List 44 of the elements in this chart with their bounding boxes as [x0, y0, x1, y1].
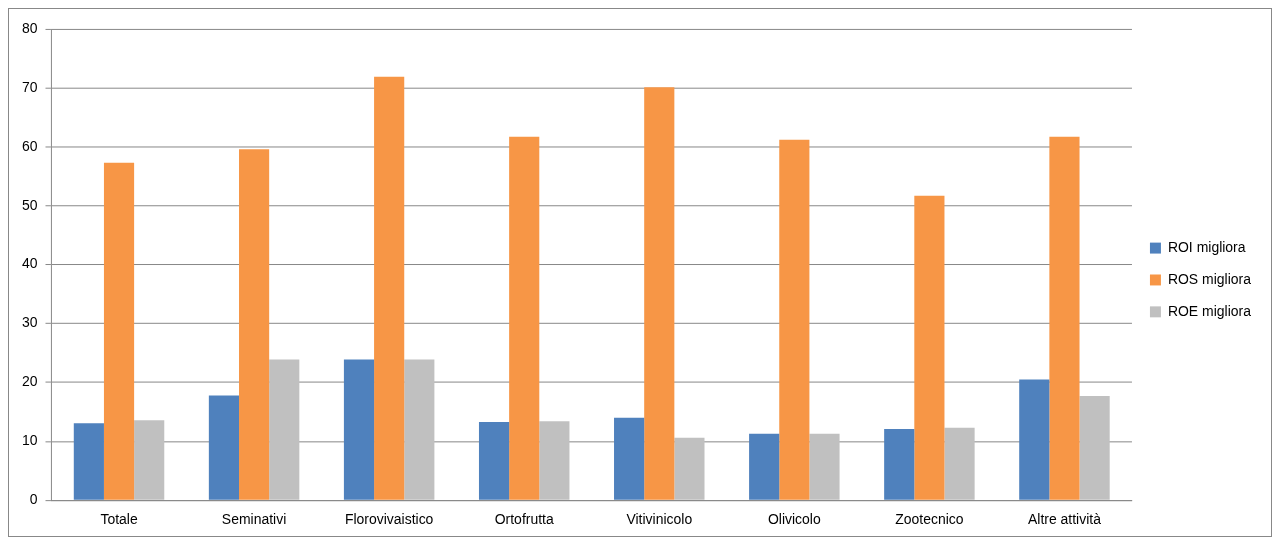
y-tick-label: 10	[21, 432, 38, 449]
bar	[779, 139, 810, 500]
bar	[73, 423, 104, 500]
bar	[208, 395, 240, 500]
bar	[809, 433, 840, 500]
bar	[914, 195, 945, 500]
y-tick-label: 20	[21, 373, 38, 390]
x-tick-label: Ortofrutta	[494, 510, 554, 527]
bar	[539, 421, 570, 500]
bar	[239, 149, 270, 500]
legend-label: ROE migliora	[1167, 302, 1252, 319]
y-tick-label: 50	[21, 196, 38, 213]
bar	[674, 437, 705, 500]
y-tick-label: 70	[21, 78, 38, 95]
bar	[269, 359, 300, 500]
bar	[509, 136, 540, 500]
x-tick-label: Totale	[100, 510, 138, 527]
bar	[1079, 396, 1110, 500]
bar	[134, 420, 165, 500]
bar	[944, 427, 975, 500]
y-tick-label: 40	[21, 255, 38, 272]
x-tick-label: Vitivinicolo	[626, 510, 693, 527]
x-tick-label: Olivicolo	[767, 510, 821, 527]
legend-label: ROI migliora	[1167, 238, 1246, 255]
y-tick-label: 30	[21, 314, 38, 331]
bar	[343, 359, 375, 500]
bar	[1019, 379, 1050, 500]
bar	[1049, 136, 1080, 500]
bar	[103, 162, 135, 500]
x-tick-label: Altre attività	[1027, 510, 1102, 527]
legend-label: ROS migliora	[1167, 270, 1252, 287]
y-tick-label: 60	[21, 137, 38, 154]
bar	[478, 421, 510, 500]
bar	[644, 87, 675, 500]
bar	[749, 433, 780, 500]
bar	[614, 417, 645, 500]
x-tick-label: Florovivaistico	[344, 510, 434, 527]
y-tick-label: 0	[29, 491, 38, 508]
y-tick-label: 80	[21, 19, 38, 36]
bar	[404, 359, 435, 500]
x-tick-label: Zootecnico	[895, 510, 964, 527]
x-tick-label: Seminativi	[221, 510, 287, 527]
bar	[374, 76, 405, 500]
bar	[884, 429, 915, 500]
